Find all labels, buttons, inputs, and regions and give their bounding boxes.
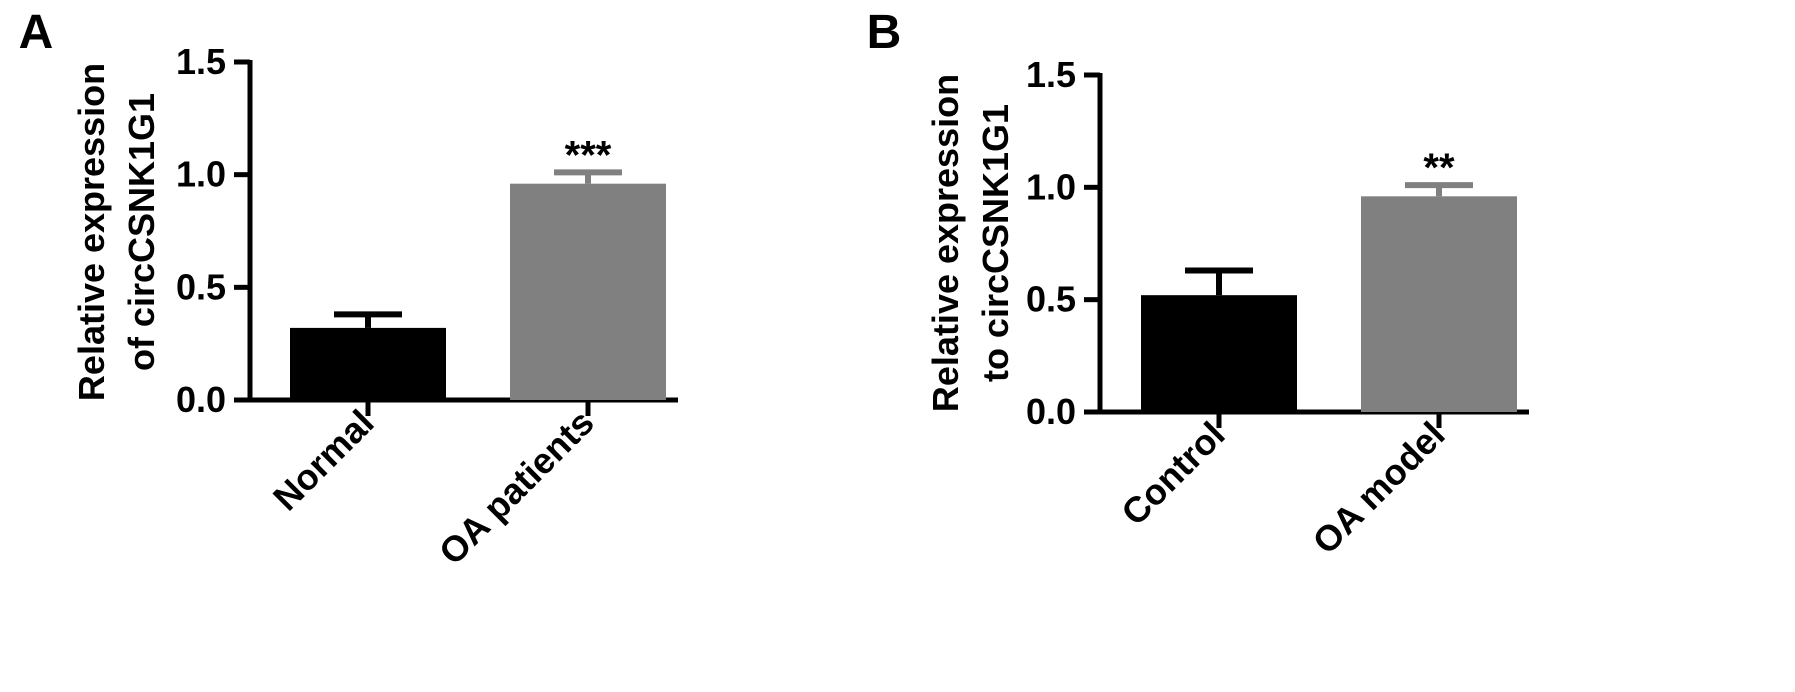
y-tick-label: 0.5 [1026,279,1076,320]
y-tick-label: 0.5 [176,266,226,307]
y-tick-label: 0.0 [176,379,226,420]
x-category-label: Normal [265,402,382,519]
y-axis-label: Relative expression [925,74,966,412]
panel-label: B [867,6,902,59]
y-tick-label: 1.0 [176,154,226,195]
bar-control [1141,295,1297,412]
bar-oa-patients [510,183,666,400]
y-tick-label: 1.5 [1026,54,1076,95]
y-axis-label: Relative expression [71,63,112,401]
y-tick-label: 1.0 [1026,166,1076,207]
bar-oa-model [1361,196,1517,412]
panel-label: A [19,6,54,59]
y-axis-label: of circCSNK1G1 [121,93,162,371]
y-tick-label: 1.5 [176,41,226,82]
panel-a: A Relative expression of circCSNK1G1 0.0 0.5… [19,6,678,573]
x-category-label: OA patients [431,402,602,573]
y-tick-label: 0.0 [1026,391,1076,432]
significance-mark: ** [1423,146,1455,190]
y-axis-label: to circCSNK1G1 [975,104,1016,382]
x-category-label: OA model [1304,414,1452,562]
x-category-label: Control [1113,414,1232,533]
significance-mark: *** [565,133,612,177]
bar-normal [290,327,446,400]
